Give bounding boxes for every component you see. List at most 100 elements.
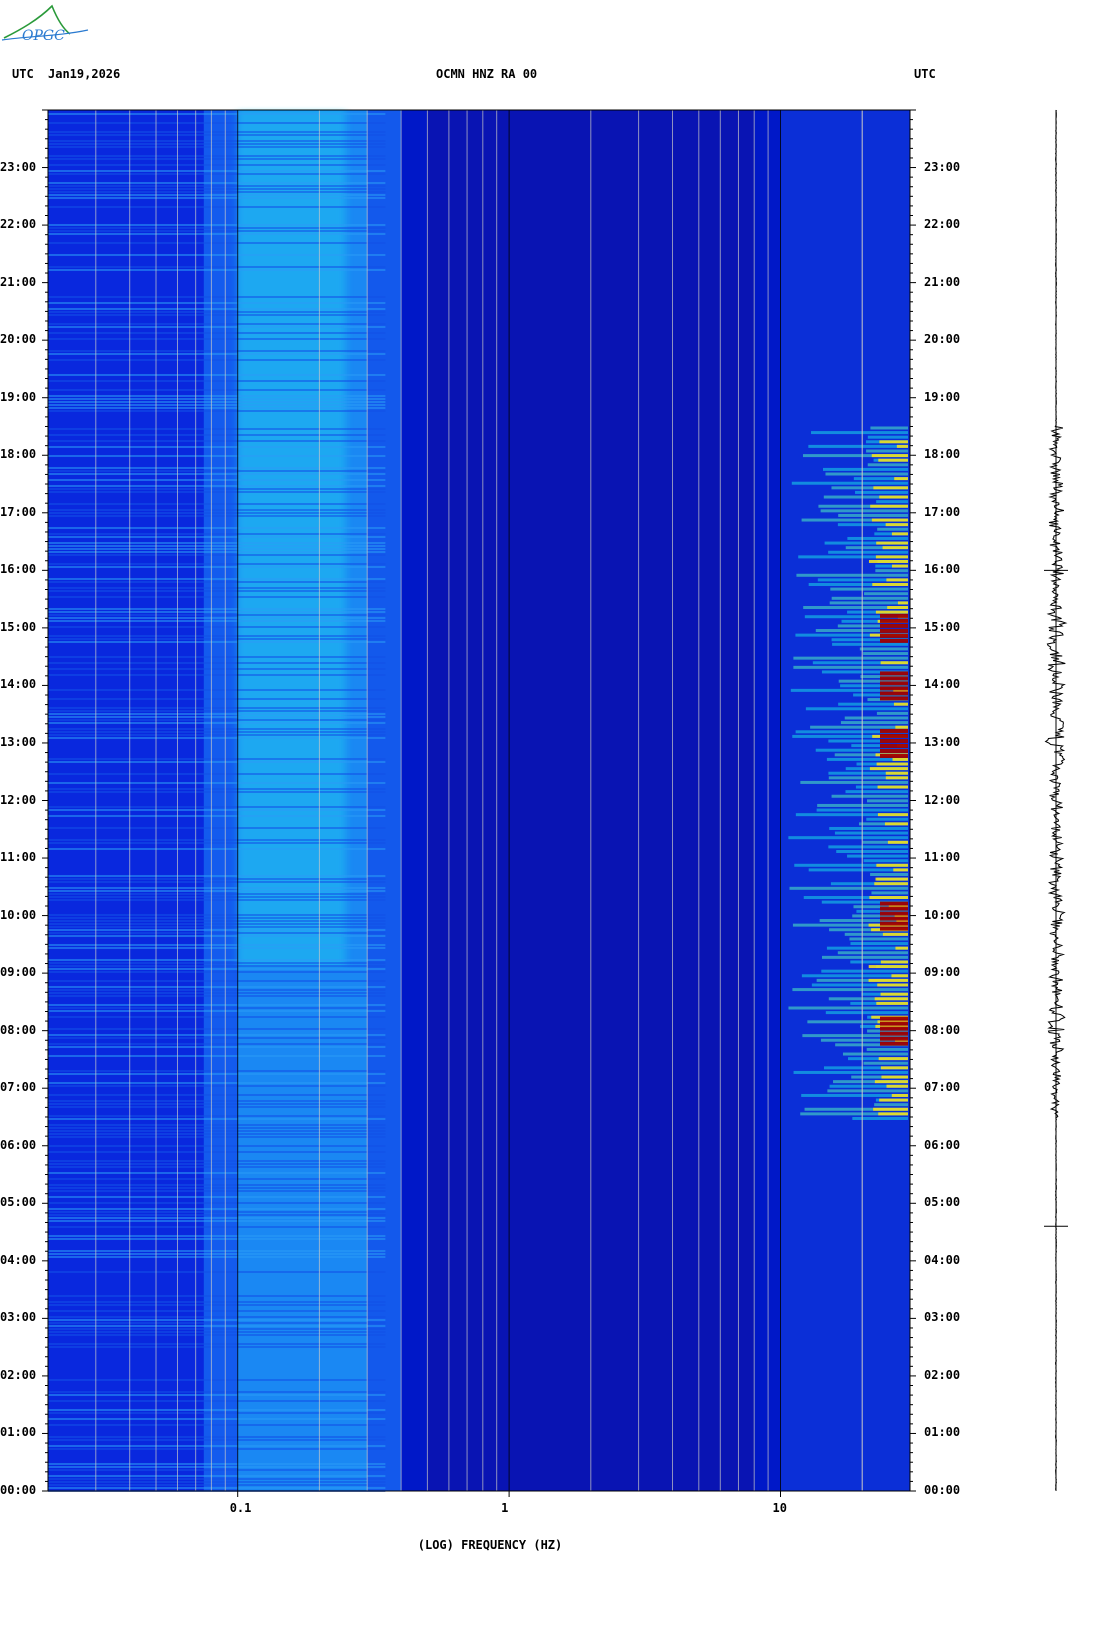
low-band-streak — [48, 1412, 386, 1414]
date-label: Jan19,2026 — [48, 67, 121, 81]
low-band-streak — [48, 1478, 386, 1480]
low-band-streak — [48, 1046, 386, 1048]
time-label-left: 23:00 — [0, 159, 37, 174]
activity-streak — [858, 822, 908, 826]
activity-streak — [876, 711, 908, 715]
low-band-streak — [48, 638, 386, 640]
time-label-left: 16:00 — [0, 562, 37, 577]
low-band-streak — [48, 1481, 386, 1483]
activity-streak — [837, 951, 908, 955]
low-band-streak — [48, 932, 386, 934]
activity-streak — [847, 1057, 908, 1061]
low-band-streak — [48, 590, 386, 592]
low-band-streak — [48, 1070, 386, 1072]
activity-streak-yellow — [897, 601, 908, 605]
low-band-streak — [48, 227, 386, 229]
low-band-streak — [48, 146, 386, 148]
low-band-streak — [48, 512, 386, 514]
activity-streak — [845, 790, 908, 794]
low-band-streak — [48, 662, 386, 664]
peak-energy-patch — [880, 728, 908, 733]
low-band-streak — [48, 1118, 386, 1120]
activity-streak-yellow — [885, 776, 908, 780]
microseism-band-peak — [237, 110, 346, 967]
low-band-streak — [48, 965, 386, 967]
spectral-bands — [48, 110, 910, 1491]
activity-streak-yellow — [879, 440, 908, 444]
low-band-streak — [48, 1328, 386, 1330]
activity-streak — [801, 1093, 908, 1097]
time-label-left: 13:00 — [0, 734, 37, 749]
activity-streak — [844, 932, 908, 936]
low-band-streak — [48, 326, 386, 328]
activity-streak — [855, 490, 908, 494]
activity-streak-yellow — [887, 606, 908, 610]
activity-streak — [798, 555, 908, 559]
low-band-streak — [48, 716, 386, 718]
low-band-streak — [48, 1424, 386, 1426]
activity-streak-yellow — [878, 1057, 908, 1061]
low-band-streak — [48, 374, 386, 376]
activity-streak-yellow — [880, 1066, 908, 1070]
low-band-streak — [48, 1235, 386, 1237]
activity-streak — [829, 826, 908, 830]
low-band-streak — [48, 893, 386, 895]
activity-streak — [850, 960, 908, 964]
activity-streak — [875, 569, 908, 573]
low-band-streak — [48, 1484, 386, 1486]
time-label-right: 11:00 — [924, 850, 961, 865]
activity-streak-yellow — [876, 1001, 908, 1005]
low-band-streak — [48, 206, 386, 208]
time-label-right: 02:00 — [924, 1367, 961, 1382]
activity-streak — [841, 619, 908, 623]
low-band-streak — [48, 1271, 386, 1273]
activity-streak — [828, 845, 908, 849]
activity-streak — [826, 946, 908, 950]
time-label-right: 22:00 — [924, 217, 961, 232]
activity-streak-yellow — [882, 546, 908, 550]
activity-streak-yellow — [885, 771, 908, 775]
low-band-streak — [48, 485, 386, 487]
activity-streak — [852, 1116, 908, 1120]
low-band-streak — [48, 533, 386, 535]
time-label-right: 18:00 — [924, 447, 961, 462]
low-band-streak — [48, 1127, 386, 1129]
low-band-streak — [48, 1319, 386, 1321]
low-band-streak — [48, 713, 386, 715]
time-label-right: 23:00 — [924, 159, 961, 174]
peak-energy-patch — [880, 676, 908, 681]
peak-energy-patch — [880, 901, 908, 906]
low-band-streak — [48, 1133, 386, 1135]
activity-streak — [792, 923, 908, 927]
low-band-streak — [48, 878, 386, 880]
activity-streak-yellow — [876, 863, 908, 867]
activity-streak — [818, 504, 908, 508]
activity-streak — [830, 882, 908, 886]
activity-streak — [838, 702, 908, 706]
peak-energy-patch — [880, 628, 908, 633]
time-label-left: 15:00 — [0, 619, 37, 634]
low-band-streak — [48, 566, 386, 568]
activity-streak-yellow — [880, 661, 908, 665]
low-band-streak — [48, 1475, 386, 1477]
peak-energy-patch — [880, 686, 908, 691]
low-band-streak — [48, 407, 386, 409]
activity-streak-yellow — [880, 960, 908, 964]
low-band-streak — [48, 995, 386, 997]
low-band-streak — [48, 1163, 386, 1165]
low-band-streak — [48, 1016, 386, 1018]
peak-energy-patch — [880, 911, 908, 916]
time-label-left: 14:00 — [0, 677, 37, 692]
low-band-streak — [48, 614, 386, 616]
low-band-streak — [48, 1445, 386, 1447]
low-band-streak — [48, 470, 386, 472]
activity-streak-yellow — [869, 896, 908, 900]
activity-streak — [820, 509, 908, 513]
activity-streak-yellow — [891, 974, 908, 978]
time-label-right: 15:00 — [924, 619, 961, 634]
activity-streak-yellow — [877, 983, 908, 987]
peak-energy-patch — [880, 618, 908, 623]
low-band-streak — [48, 920, 386, 922]
low-band-streak — [48, 359, 386, 361]
low-band-streak — [48, 230, 386, 232]
